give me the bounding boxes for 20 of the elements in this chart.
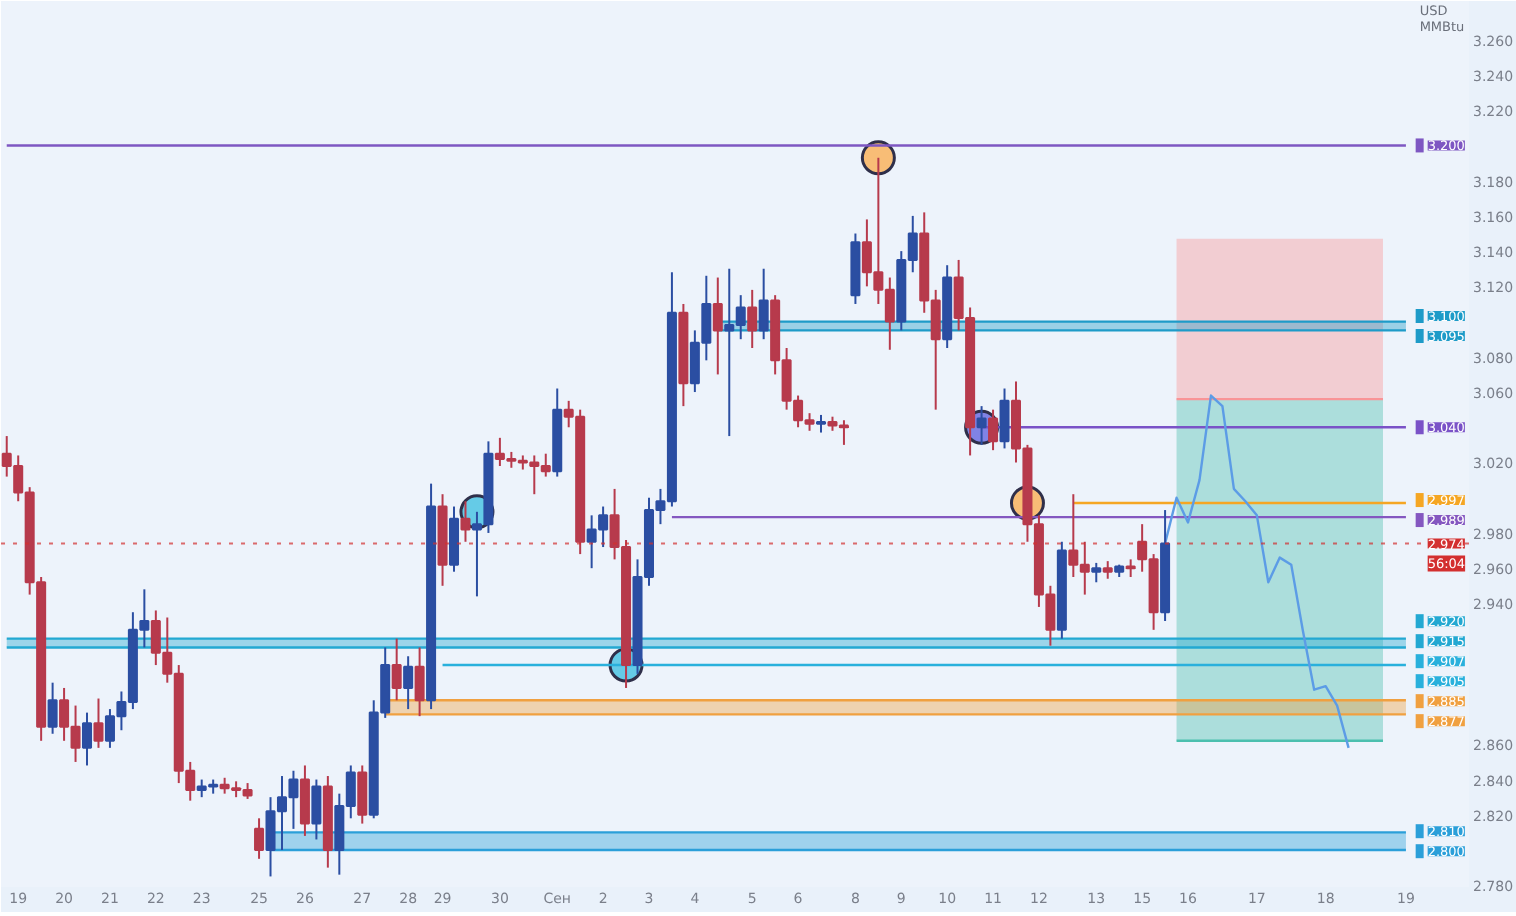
candlestick — [747, 288, 758, 349]
candlestick — [254, 817, 265, 860]
candlestick — [758, 267, 769, 341]
candlestick — [93, 697, 104, 749]
candlestick — [712, 276, 723, 376]
candlestick — [82, 711, 93, 767]
candlestick — [414, 646, 425, 718]
candlestick — [988, 408, 999, 452]
candlestick — [976, 405, 987, 446]
candlestick — [47, 681, 58, 735]
candlestick — [449, 505, 460, 573]
candlestick — [391, 637, 402, 702]
candlestick — [299, 764, 310, 837]
candlestick — [357, 764, 368, 825]
candlestick — [999, 387, 1010, 450]
candlestick — [311, 778, 322, 841]
candlestick — [403, 655, 414, 711]
candlestick — [1091, 561, 1102, 584]
candlestick — [460, 500, 471, 543]
line-series — [1163, 394, 1350, 750]
